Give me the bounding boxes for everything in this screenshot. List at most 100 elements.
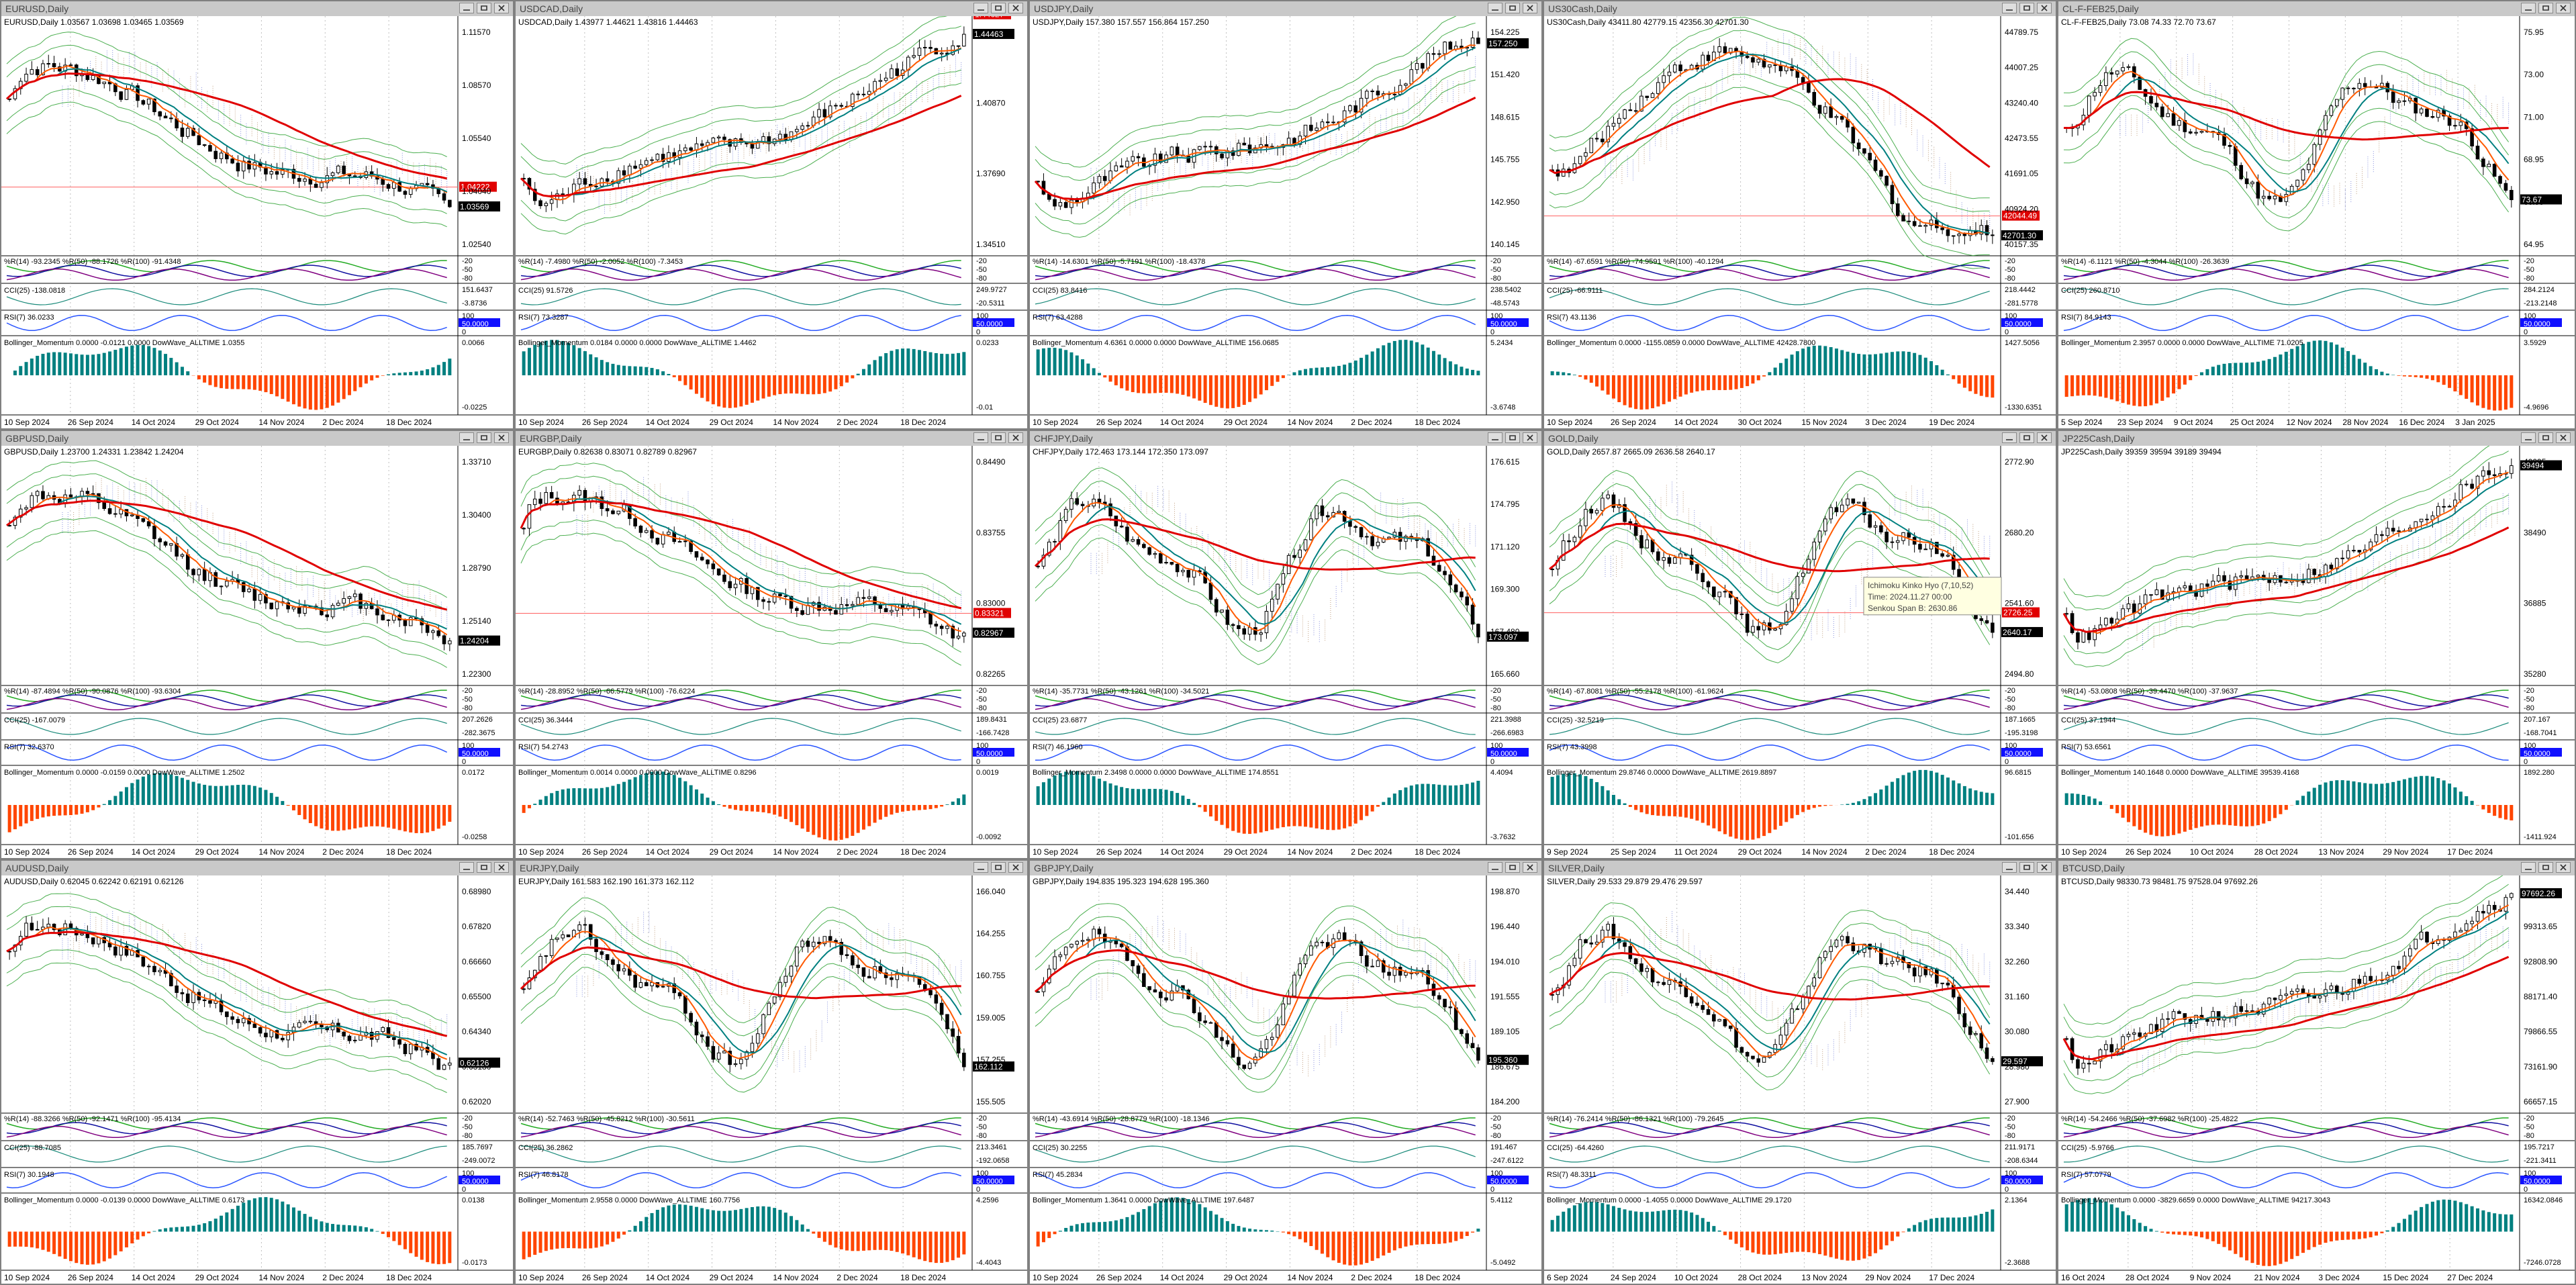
momentum-bar [1337, 365, 1341, 375]
minimize-button[interactable] [2521, 3, 2536, 13]
price-chart[interactable]: GBPUSD,Daily 1.23700 1.24331 1.23842 1.2… [1, 446, 513, 858]
candle-body [549, 199, 554, 204]
momentum-bar [30, 359, 34, 375]
close-button[interactable] [1008, 432, 1023, 443]
price-chart[interactable]: JP225Cash,Daily 39359 39594 39189 394944… [2058, 446, 2575, 858]
candle [1125, 523, 1129, 545]
close-button[interactable] [2556, 3, 2571, 13]
chart-window[interactable]: GBPUSD,Daily GBPUSD,Daily 1.23700 1.24331… [0, 430, 514, 859]
rsi-scale: 0 [2005, 328, 2009, 336]
momentum-bar [2408, 777, 2412, 805]
minimize-button[interactable] [459, 3, 474, 13]
restore-button[interactable] [477, 432, 491, 443]
candle-body [1801, 573, 1805, 577]
chart-window[interactable]: USDJPY,Daily USDJPY,Daily 157.380 157.557… [1029, 0, 1543, 430]
restore-button[interactable] [1505, 3, 1520, 13]
minimize-button[interactable] [2002, 432, 2017, 443]
close-button[interactable] [1523, 432, 1537, 443]
minimize-button[interactable] [2002, 3, 2017, 13]
restore-button[interactable] [991, 3, 1006, 13]
candle-body [213, 572, 218, 587]
price-chart[interactable]: AUDUSD,Daily 0.62045 0.62242 0.62191 0.6… [1, 875, 513, 1284]
momentum-bar [577, 788, 581, 805]
chart-window[interactable]: JP225Cash,Daily JP225Cash,Daily 39359 395… [2057, 430, 2576, 859]
candle [1181, 567, 1185, 577]
minimize-button[interactable] [2521, 432, 2536, 443]
close-button[interactable] [494, 3, 509, 13]
momentum-bar [336, 805, 340, 831]
close-button[interactable] [2556, 432, 2571, 443]
chart-window[interactable]: EURUSD,Daily 1.04222 EURUSD,Daily 1.03567 … [0, 0, 514, 430]
minimize-button[interactable] [973, 432, 988, 443]
chart-titlebar[interactable]: EURUSD,Daily [1, 1, 513, 17]
minimize-button[interactable] [1488, 432, 1502, 443]
restore-button[interactable] [2538, 432, 2553, 443]
momentum-bar [538, 800, 542, 805]
date-axis: 10 Sep 2024 26 Sep 2024 14 Oct 2024 29 Oct … [518, 418, 947, 427]
chart-titlebar[interactable]: JP225Cash,Daily [2058, 431, 2575, 446]
minimize-button[interactable] [459, 432, 474, 443]
minimize-button[interactable] [973, 3, 988, 13]
chart-window[interactable]: GOLD,Daily 2726.25 GOLD,Daily 2657.87 2665… [1543, 430, 2057, 859]
minimize-button[interactable] [459, 862, 474, 873]
williams-r-scale: -20 [462, 687, 473, 695]
candles [2064, 459, 2514, 650]
close-button[interactable] [2037, 3, 2052, 13]
candle [839, 597, 844, 615]
chart-titlebar[interactable]: EURGBP,Daily [516, 431, 1027, 446]
momentum-bar [1840, 804, 1844, 805]
momentum-bar [1092, 368, 1096, 375]
close-button[interactable] [1523, 3, 1537, 13]
price-chart[interactable]: USDJPY,Daily 157.380 157.557 156.864 157… [1030, 16, 1541, 428]
restore-button[interactable] [477, 3, 491, 13]
chart-window[interactable]: EURGBP,Daily 0.83321 EURGBP,Daily 0.82638 … [514, 430, 1029, 859]
candle-body [616, 170, 621, 184]
chart-window[interactable]: US30Cash,Daily 42044.49 US30Cash,Daily 434… [1543, 0, 2057, 430]
price-chart[interactable]: CHFJPY,Daily 172.463 173.144 172.350 173… [1030, 446, 1541, 858]
chart-titlebar[interactable]: CHFJPY,Daily [1030, 431, 1541, 446]
chart-window[interactable]: CHFJPY,Daily CHFJPY,Daily 172.463 173.144… [1029, 430, 1543, 859]
momentum-bar [1471, 369, 1475, 375]
close-button[interactable] [494, 432, 509, 443]
restore-button[interactable] [991, 432, 1006, 443]
chart-titlebar[interactable]: USDCAD,Daily [516, 1, 1027, 17]
close-button[interactable] [494, 862, 509, 873]
momentum-bar [1851, 352, 1855, 375]
candle-body [1550, 569, 1554, 571]
restore-button[interactable] [2538, 3, 2553, 13]
momentum-bar [1476, 371, 1480, 375]
candle-body [52, 63, 56, 68]
close-button[interactable] [2037, 432, 2052, 443]
minimize-button[interactable] [1488, 3, 1502, 13]
chart-window[interactable]: AUDUSD,Daily AUDUSD,Daily 0.62045 0.62242… [0, 859, 514, 1285]
close-button[interactable] [1008, 3, 1023, 13]
restore-button[interactable] [477, 862, 491, 873]
candle-body [1465, 596, 1470, 606]
momentum-bar [616, 783, 620, 805]
chart-titlebar[interactable]: CL-F-FEB25,Daily [2058, 1, 2575, 17]
chart-titlebar[interactable]: USDJPY,Daily [1030, 1, 1541, 17]
candle-body [1623, 504, 1627, 522]
chart-window[interactable]: CL-F-FEB25,Daily CL-F-FEB25,Daily 73.08 7… [2057, 0, 2576, 430]
candle [1465, 589, 1470, 612]
candle [1437, 561, 1441, 573]
chart-titlebar[interactable]: GBPUSD,Daily [1, 431, 513, 446]
chart-titlebar[interactable]: US30Cash,Daily [1544, 1, 2056, 17]
price-chart[interactable]: CL-F-FEB25,Daily 73.08 74.33 72.70 73.67… [2058, 16, 2575, 428]
candle-body [1812, 541, 1817, 560]
candle-body [2126, 603, 2131, 610]
price-chart[interactable]: 1.44627USDCAD,Daily 1.43977 1.44621 1.43… [516, 16, 1027, 428]
restore-button[interactable] [1505, 432, 1520, 443]
candle-body [1075, 199, 1080, 203]
momentum-bar [2307, 791, 2311, 805]
chart-titlebar[interactable]: AUDUSD,Daily [1, 861, 513, 876]
restore-button[interactable] [2019, 3, 2034, 13]
candle-body [1125, 160, 1129, 168]
chart-titlebar[interactable]: GOLD,Daily [1544, 431, 2056, 446]
restore-button[interactable] [2019, 432, 2034, 443]
